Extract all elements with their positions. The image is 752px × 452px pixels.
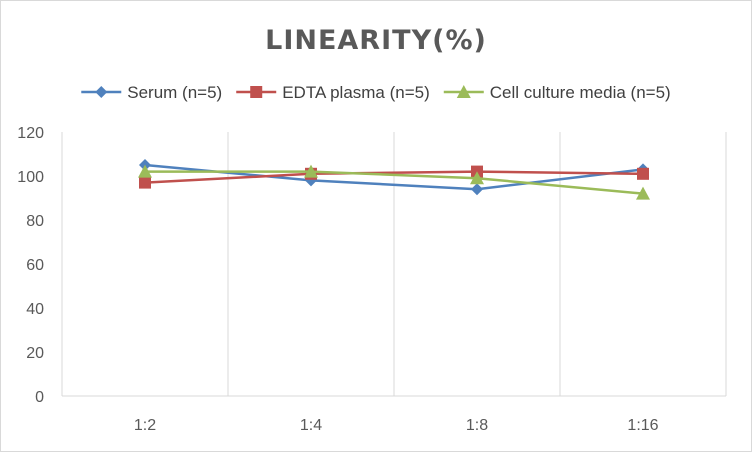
chart-title: LINEARITY(%) <box>265 25 487 56</box>
y-tick-label: 120 <box>17 125 44 142</box>
legend-label: Serum (n=5) <box>127 83 222 102</box>
series-layer <box>138 159 650 200</box>
x-tick-label: 1:8 <box>466 417 488 434</box>
data-point-triangle <box>304 164 318 178</box>
y-tick-label: 20 <box>26 345 44 362</box>
y-tick-label: 60 <box>26 257 44 274</box>
y-tick-label: 100 <box>17 169 44 186</box>
legend-item-1: Serum (n=5) <box>81 83 222 102</box>
x-tick-label: 1:4 <box>300 417 322 434</box>
data-point-square <box>139 176 151 189</box>
legend-label: Cell culture media (n=5) <box>490 83 671 102</box>
x-tick-label: 1:2 <box>134 417 156 434</box>
y-tick-label: 40 <box>26 301 44 318</box>
x-tick-label: 1:16 <box>627 417 658 434</box>
legend-marker-diamond <box>95 86 108 98</box>
legend-item-3: Cell culture media (n=5) <box>443 83 671 102</box>
series-line <box>145 170 644 195</box>
legend-marker-triangle <box>456 85 471 98</box>
legend-label: EDTA plasma (n=5) <box>282 83 430 102</box>
legend: Serum (n=5) EDTA plasma (n=5) Cell culture… <box>81 83 671 102</box>
data-point-square <box>637 167 649 180</box>
y-tick-label: 80 <box>26 213 44 230</box>
axes: 0 20 40 60 80 100 120 1:2 1:4 1:8 1:16 <box>17 125 727 434</box>
legend-item-2: EDTA plasma (n=5) <box>236 83 430 102</box>
legend-marker-square <box>250 86 263 98</box>
series-line <box>144 170 644 184</box>
data-point-triangle <box>470 171 484 185</box>
data-point-triangle <box>636 186 650 200</box>
series-2 <box>139 165 649 189</box>
series-3 <box>138 164 650 200</box>
y-tick-label: 0 <box>35 389 44 406</box>
data-point-diamond <box>471 183 483 196</box>
data-point-triangle <box>138 164 152 178</box>
